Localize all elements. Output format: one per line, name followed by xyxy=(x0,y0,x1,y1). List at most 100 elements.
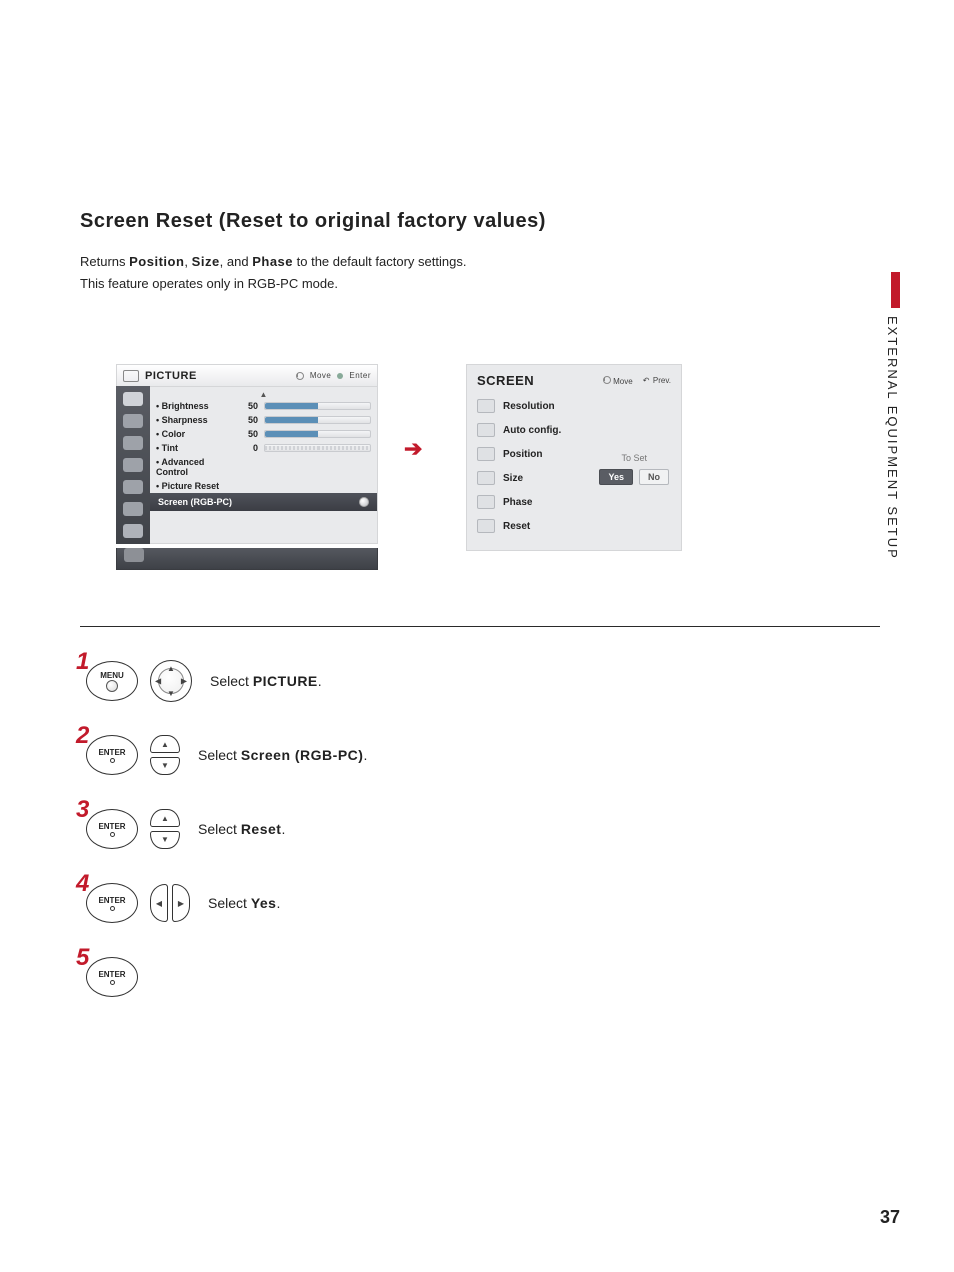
picture-row-label: • Sharpness xyxy=(156,415,234,425)
screen-osd: SCREEN Move ↶ Prev. Resolution Auto confi… xyxy=(466,364,682,551)
picture-row-reset[interactable]: • Picture Reset xyxy=(156,479,371,493)
dpad-button[interactable]: ▲▼◀▶ xyxy=(150,660,192,702)
screen-rgbpc-label: Screen (RGB-PC) xyxy=(158,497,232,507)
intro-line2: This feature operates only in RGB-PC mod… xyxy=(80,273,880,295)
scroll-up-icon: ▲ xyxy=(156,391,371,399)
screen-item-label: Auto config. xyxy=(503,425,561,436)
no-button[interactable]: No xyxy=(639,469,669,485)
page-number: 37 xyxy=(880,1207,900,1228)
enter-button[interactable]: ENTER xyxy=(86,735,138,775)
side-icon[interactable] xyxy=(123,480,143,494)
picture-osd-main: ▲ • Brightness50• Sharpness50• Color50• … xyxy=(150,386,378,544)
picture-osd: PICTURE Move Enter ▲ • Brightness 50 xyxy=(116,364,378,570)
screen-item-label: Resolution xyxy=(503,401,555,412)
step: 4ENTER◀▶Select Yes. xyxy=(80,878,780,928)
picture-row-value: 50 xyxy=(240,429,258,439)
picture-osd-title: PICTURE xyxy=(145,370,197,382)
picture-row-screen-rgbpc[interactable]: Screen (RGB-PC) xyxy=(150,493,377,511)
picture-row-adv[interactable]: • Advanced Control xyxy=(156,455,371,479)
step: 1MENU▲▼◀▶Select PICTURE. xyxy=(80,656,780,706)
enter-button[interactable]: ENTER xyxy=(86,957,138,997)
picture-osd-header: PICTURE Move Enter xyxy=(116,364,378,386)
intro-phase: Phase xyxy=(252,254,293,269)
section-label: EXTERNAL EQUIPMENT SETUP xyxy=(878,316,900,576)
slider-bar[interactable] xyxy=(264,430,371,438)
hint-prev: Prev. xyxy=(653,376,671,385)
step: 2ENTER▲▼Select Screen (RGB-PC). xyxy=(80,730,780,780)
picture-row-value: 50 xyxy=(240,415,258,425)
picture-row[interactable]: • Brightness 50 xyxy=(156,399,371,413)
slider-bar[interactable] xyxy=(264,444,371,452)
step: 3ENTER▲▼Select Reset. xyxy=(80,804,780,854)
screen-item[interactable]: Phase xyxy=(477,490,671,514)
side-icon[interactable] xyxy=(123,502,143,516)
nav-icon xyxy=(603,376,611,384)
screen-toset-panel: To Set Yes No xyxy=(599,453,669,485)
slider-bar[interactable] xyxy=(264,416,371,424)
picture-row-label: • Tint xyxy=(156,443,234,453)
step-text: Select Yes. xyxy=(208,895,280,911)
yes-button[interactable]: Yes xyxy=(599,469,633,485)
to-set-label: To Set xyxy=(599,453,669,463)
selected-dot-icon xyxy=(359,497,369,507)
screen-item-label: Phase xyxy=(503,497,532,508)
side-icon[interactable] xyxy=(123,414,143,428)
menu-button[interactable]: MENU xyxy=(86,661,138,701)
reset-label: • Picture Reset xyxy=(156,481,234,491)
intro-text: Returns xyxy=(80,254,129,269)
intro-size: Size xyxy=(192,254,220,269)
hint-move: Move xyxy=(613,377,633,386)
left-right-button[interactable]: ◀▶ xyxy=(150,884,190,922)
screen-item-icon xyxy=(477,519,495,533)
nav-icon xyxy=(296,372,304,380)
prev-icon: ↶ xyxy=(643,376,651,384)
step-text: Select PICTURE. xyxy=(210,673,322,689)
screen-item-icon xyxy=(477,447,495,461)
up-down-button[interactable]: ▲▼ xyxy=(150,809,180,849)
page-title: Screen Reset (Reset to original factory … xyxy=(80,210,880,233)
steps-list: 1MENU▲▼◀▶Select PICTURE.2ENTER▲▼Select S… xyxy=(80,656,780,1026)
adv-label: • Advanced Control xyxy=(156,457,234,477)
side-icon[interactable] xyxy=(123,436,143,450)
side-tab-accent xyxy=(891,272,900,308)
screen-item-icon xyxy=(477,423,495,437)
up-down-button[interactable]: ▲▼ xyxy=(150,735,180,775)
arrow-right-icon: ➔ xyxy=(404,436,422,462)
hint-move: Move xyxy=(310,371,332,380)
side-icon[interactable] xyxy=(123,458,143,472)
picture-rows: • Brightness 50 • Sharpness 50 • Color 50 • Ti… xyxy=(156,399,371,455)
screen-item[interactable]: Reset xyxy=(477,514,671,538)
side-icon xyxy=(124,548,144,562)
screen-item-label: Position xyxy=(503,449,542,460)
screen-item-icon xyxy=(477,495,495,509)
picture-row-label: • Brightness xyxy=(156,401,234,411)
screen-item-label: Size xyxy=(503,473,523,484)
intro-suffix: to the default factory settings. xyxy=(293,254,466,269)
picture-row-value: 50 xyxy=(240,401,258,411)
enter-button[interactable]: ENTER xyxy=(86,809,138,849)
picture-row[interactable]: • Sharpness 50 xyxy=(156,413,371,427)
side-icon[interactable] xyxy=(123,392,143,406)
intro-position: Position xyxy=(129,254,184,269)
picture-row-label: • Color xyxy=(156,429,234,439)
intro-s2: , and xyxy=(220,254,253,269)
enter-button[interactable]: ENTER xyxy=(86,883,138,923)
picture-osd-sidebar xyxy=(116,386,150,544)
screen-item[interactable]: Resolution xyxy=(477,394,671,418)
picture-osd-footer xyxy=(116,548,378,570)
slider-bar[interactable] xyxy=(264,402,371,410)
picture-row[interactable]: • Color 50 xyxy=(156,427,371,441)
hint-enter: Enter xyxy=(349,371,371,380)
picture-row[interactable]: • Tint 0 xyxy=(156,441,371,455)
intro-line1: Returns Position, Size, and Phase to the… xyxy=(80,251,880,273)
screen-osd-title: SCREEN xyxy=(477,373,534,388)
enter-icon xyxy=(337,373,343,379)
picture-row-value: 0 xyxy=(240,443,258,453)
screen-item[interactable]: Auto config. xyxy=(477,418,671,442)
screen-item-icon xyxy=(477,399,495,413)
page-content: Screen Reset (Reset to original factory … xyxy=(80,210,880,295)
side-icon-selected[interactable] xyxy=(123,524,143,538)
step-text: Select Screen (RGB-PC). xyxy=(198,747,367,763)
tv-icon xyxy=(123,370,139,382)
section-divider xyxy=(80,626,880,627)
